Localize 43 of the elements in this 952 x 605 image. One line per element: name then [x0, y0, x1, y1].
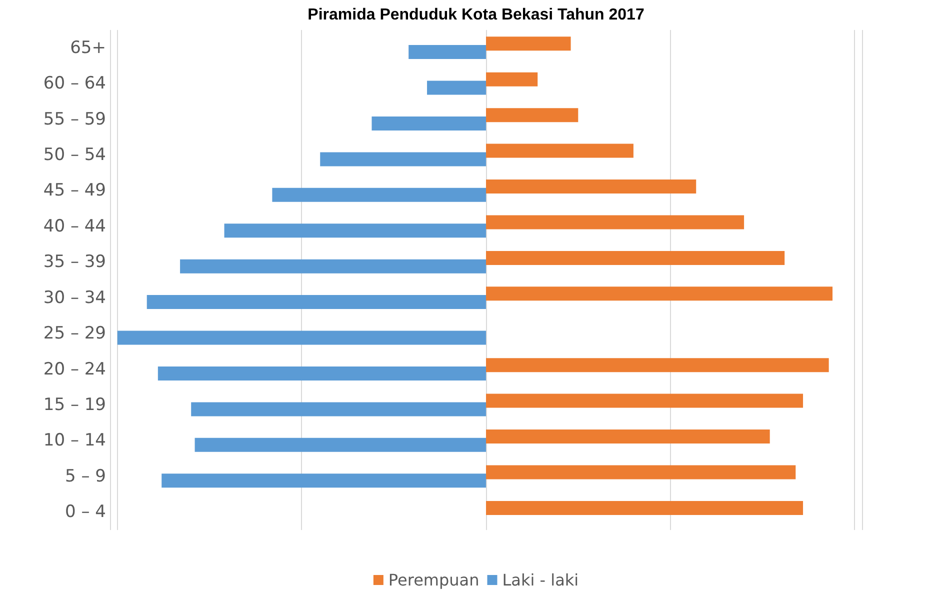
bar	[224, 224, 486, 238]
y-tick-label: 10 – 14	[43, 430, 106, 451]
bar	[486, 430, 770, 444]
legend-label: Perempuan	[388, 570, 480, 590]
bar	[486, 500, 804, 515]
y-tick-label: 60 – 64	[43, 74, 106, 94]
bar	[486, 180, 696, 194]
bar	[486, 108, 578, 122]
y-tick-label: 30 – 34	[43, 288, 106, 308]
bar	[162, 474, 486, 488]
bar	[486, 36, 571, 51]
bar	[180, 259, 486, 274]
bar	[486, 250, 785, 265]
y-tick-label: 15 – 19	[43, 395, 106, 415]
y-tick-label: 5 – 9	[65, 466, 106, 486]
legend-label: Laki - laki	[502, 570, 579, 590]
bar	[320, 152, 486, 166]
bar	[194, 438, 486, 452]
bar	[486, 286, 833, 301]
bar	[408, 45, 486, 60]
bar	[272, 188, 486, 202]
bar	[486, 144, 634, 158]
y-tick-label: 25 – 29	[43, 324, 106, 344]
y-tick-label: 65+	[70, 38, 106, 58]
bar	[191, 402, 486, 416]
chart-title: Piramida Penduduk Kota Bekasi Tahun 2017	[308, 6, 644, 24]
bar	[158, 366, 486, 380]
y-tick-label: 0 – 4	[65, 502, 106, 522]
bar	[486, 215, 744, 230]
y-tick-label: 20 – 24	[43, 359, 106, 380]
bar	[117, 330, 486, 345]
y-tick-label: 45 – 49	[43, 180, 106, 201]
bar	[372, 116, 486, 130]
y-tick-label: 55 – 59	[43, 109, 106, 130]
y-tick-label: 40 – 44	[43, 216, 106, 236]
bar	[486, 465, 796, 480]
y-tick-label: 35 – 39	[43, 252, 106, 272]
y-tick-label: 50 – 54	[43, 145, 106, 165]
bar	[486, 358, 829, 372]
bar	[146, 295, 486, 310]
bar	[486, 72, 538, 86]
bar	[427, 80, 486, 95]
bar	[486, 394, 804, 408]
